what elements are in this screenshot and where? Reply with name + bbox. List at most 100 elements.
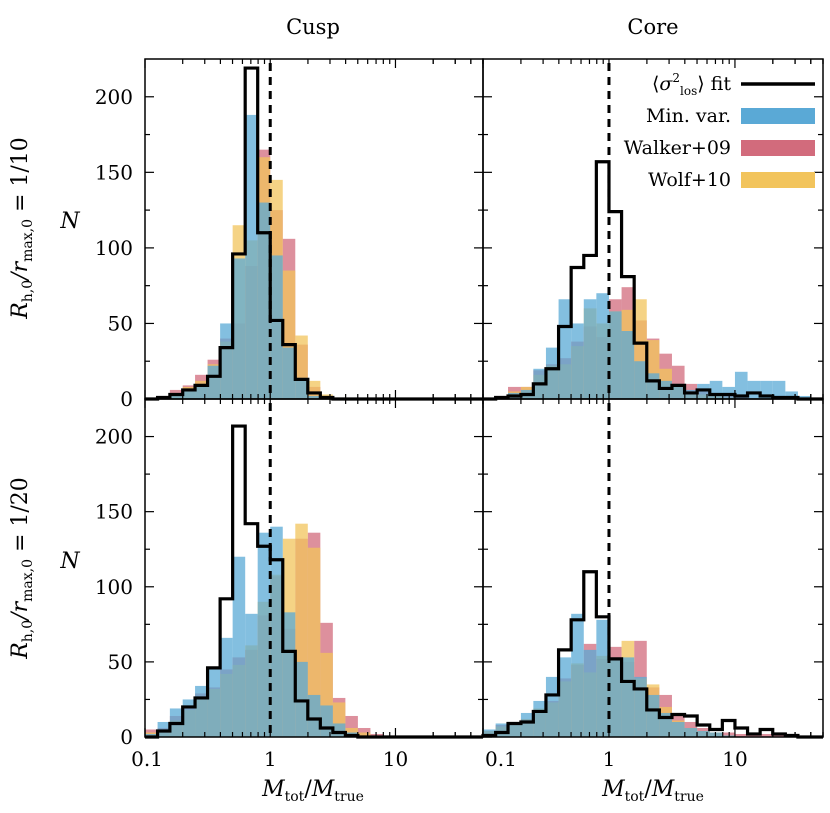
- legend-swatch-wolf: [741, 172, 815, 188]
- bar-min-var-: [220, 323, 233, 399]
- svg-text:Rh,0/rmax,0 = 1/10: Rh,0/rmax,0 = 1/10: [8, 137, 36, 320]
- bar-min-var-: [583, 649, 597, 737]
- bar-wolf-10: [307, 547, 321, 737]
- legend-label-wolf: Wolf+10: [648, 169, 731, 191]
- legend-swatch-walker: [741, 140, 815, 156]
- bar-min-var-: [646, 694, 660, 737]
- bar-walker-09: [747, 735, 761, 737]
- bar-min-var-: [772, 380, 786, 399]
- bar-min-var-: [207, 365, 221, 399]
- bar-min-var-: [245, 114, 258, 400]
- bar-min-var-: [520, 712, 534, 737]
- bar-min-var-: [282, 612, 296, 737]
- bar-min-var-: [533, 700, 546, 737]
- xlabel-core: Mtot/Mtrue: [601, 777, 704, 805]
- bar-min-var-: [558, 299, 572, 399]
- bar-min-var-: [295, 377, 308, 399]
- y-tick-label: 200: [95, 425, 133, 449]
- legend-swatch-minvar: [741, 108, 815, 124]
- bar-min-var-: [245, 613, 258, 737]
- bar-min-var-: [257, 532, 271, 737]
- bar-min-var-: [257, 202, 271, 399]
- legend: ⟨σ2los⟩ fit Min. var. Walker+09 Wolf+10: [624, 71, 815, 191]
- y-tick-label: 0: [120, 387, 133, 411]
- ylabel-row1: N: [59, 209, 80, 234]
- y-tick-label: 200: [95, 85, 133, 109]
- bar-min-var-: [169, 395, 183, 399]
- bar-min-var-: [671, 721, 685, 737]
- fit-step-line: [483, 160, 823, 401]
- bar-min-var-: [734, 371, 748, 399]
- fit-step-line: [481, 570, 823, 739]
- bar-min-var-: [232, 258, 246, 399]
- bar-min-var-: [583, 299, 597, 399]
- bar-min-var-: [646, 373, 660, 399]
- row-label-2: Rh,0/rmax,0 = 1/20: [8, 477, 36, 660]
- bar-walker-09: [772, 735, 786, 737]
- xlabel-cusp: Mtot/Mtrue: [261, 777, 364, 805]
- y-tick-label: 0: [120, 725, 133, 749]
- bar-min-var-: [785, 391, 798, 399]
- bar-min-var-: [270, 526, 283, 737]
- y-tick-label: 150: [95, 160, 133, 184]
- fit-step-line: [145, 66, 483, 401]
- bar-min-var-: [182, 699, 196, 737]
- bar-walker-09: [760, 733, 773, 737]
- bar-min-var-: [307, 395, 321, 399]
- x-tick-label: 1: [264, 747, 277, 771]
- x-tick-label: 1: [603, 747, 616, 771]
- y-tick-label: 50: [108, 311, 133, 335]
- panel-frame: [144, 58, 484, 400]
- bar-min-var-: [207, 669, 221, 737]
- bar-min-var-: [621, 331, 635, 399]
- bar-min-var-: [596, 293, 609, 399]
- panel-1: 0 50 100 150 200: [95, 58, 484, 411]
- bar-min-var-: [182, 391, 196, 399]
- panel-3: 0 50 100 150 200 0.1 1 10: [95, 398, 484, 771]
- bar-min-var-: [571, 323, 584, 399]
- x-tick-label: 10: [383, 747, 408, 771]
- panel-2: [482, 58, 824, 401]
- bar-min-var-: [709, 732, 723, 737]
- panel-frame: [482, 398, 824, 738]
- bar-min-var-: [697, 730, 710, 737]
- bar-min-var-: [508, 721, 521, 737]
- bar-min-var-: [282, 347, 296, 399]
- bar-walker-09: [734, 733, 748, 737]
- bar-min-var-: [270, 255, 283, 399]
- bar-min-var-: [545, 347, 559, 399]
- bar-min-var-: [332, 723, 346, 737]
- y-tick-label: 150: [95, 500, 133, 524]
- bar-min-var-: [684, 727, 698, 737]
- bar-min-var-: [596, 619, 609, 737]
- ylabel-row2: N: [59, 549, 80, 574]
- legend-label-minvar: Min. var.: [646, 105, 731, 127]
- row-label-1: Rh,0/rmax,0 = 1/10: [8, 137, 36, 320]
- panel-4: 0.1 1 10: [481, 398, 824, 771]
- legend-label-fit: ⟨σ2los⟩ fit: [652, 71, 731, 98]
- bar-min-var-: [232, 556, 246, 737]
- x-tick-label: 10: [722, 747, 747, 771]
- y-tick-label: 50: [108, 650, 133, 674]
- y-tick-label: 100: [95, 575, 133, 599]
- col-title-cusp: Cusp: [286, 15, 340, 39]
- bar-min-var-: [571, 613, 584, 737]
- bar-min-var-: [307, 694, 321, 737]
- bar-min-var-: [483, 729, 496, 737]
- bar-wolf-10: [357, 732, 371, 737]
- bar-min-var-: [709, 380, 723, 399]
- bar-min-var-: [608, 311, 622, 399]
- bar-min-var-: [747, 380, 761, 399]
- bar-min-var-: [621, 657, 635, 737]
- bar-min-var-: [220, 637, 233, 737]
- bar-min-var-: [545, 676, 559, 737]
- bar-min-var-: [634, 676, 647, 737]
- bar-min-var-: [608, 658, 622, 737]
- bar-min-var-: [558, 657, 572, 737]
- legend-label-walker: Walker+09: [624, 137, 731, 159]
- col-title-core: Core: [627, 15, 678, 39]
- bar-min-var-: [495, 723, 509, 737]
- bar-min-var-: [634, 361, 647, 399]
- bar-min-var-: [320, 705, 333, 737]
- bar-min-var-: [671, 383, 685, 399]
